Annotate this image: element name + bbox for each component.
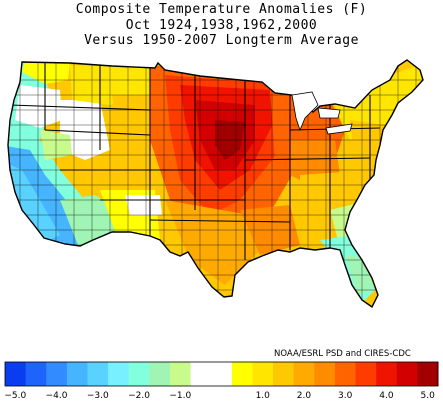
lake-michigan	[291, 91, 319, 132]
lake-huron	[317, 107, 341, 119]
state-boundaries	[9, 60, 381, 260]
data-credit: NOAA/ESRL PSD and CIRES-CDC	[274, 349, 411, 359]
colorbar-swatch	[25, 362, 47, 386]
map-subtitle-period: Oct 1924,1938,1962,2000	[125, 18, 318, 33]
map-subtitle-baseline: Versus 1950-2007 Longterm Average	[84, 33, 359, 48]
colorbar-tick-label: −5.0	[4, 391, 27, 401]
colorbar-swatch	[293, 362, 315, 386]
colorbar-swatch	[334, 362, 357, 386]
colorbar-swatch	[355, 362, 377, 386]
colorbar-swatch	[128, 362, 150, 386]
colorbar-swatch	[231, 362, 253, 386]
colorbar-swatch	[314, 362, 336, 386]
colorbar-tick-label: 3.0	[338, 391, 353, 401]
colorbar-swatch	[376, 362, 398, 386]
anomaly-fill-layer	[8, 60, 423, 307]
colorbar-swatch	[5, 362, 27, 386]
colorbar-swatch	[190, 362, 212, 386]
colorbar-tick-label: 4.0	[379, 391, 394, 401]
colorbar-swatch	[396, 362, 418, 386]
lake-erie	[325, 123, 353, 135]
colorbar-swatch	[87, 362, 109, 386]
colorbar-tick-label: −4.0	[45, 391, 68, 401]
colorbar-tick-label: 2.0	[296, 391, 312, 401]
colorbar-swatch	[149, 362, 171, 386]
colorbar-swatch	[211, 362, 233, 386]
colorbar-swatch	[46, 362, 68, 386]
colorbar-tick-label: 5.0	[420, 391, 435, 401]
colorbar-tick-label: 1.0	[255, 391, 270, 401]
map-title: Composite Temperature Anomalies (F)	[75, 2, 368, 17]
colorbar-swatch	[108, 362, 130, 386]
colorbar-swatch	[66, 362, 88, 386]
colorbar-swatch	[417, 362, 439, 386]
colorbar-swatch	[252, 362, 274, 386]
colorbar-frame	[4, 361, 439, 387]
colorbar	[4, 361, 439, 387]
colorbar-tick-label: −3.0	[86, 391, 109, 401]
colorbar-tick-label: −1.0	[169, 391, 192, 401]
colorbar-tick-label: −2.0	[128, 391, 150, 401]
colorbar-swatch	[273, 362, 295, 386]
colorbar-swatch	[169, 362, 192, 386]
